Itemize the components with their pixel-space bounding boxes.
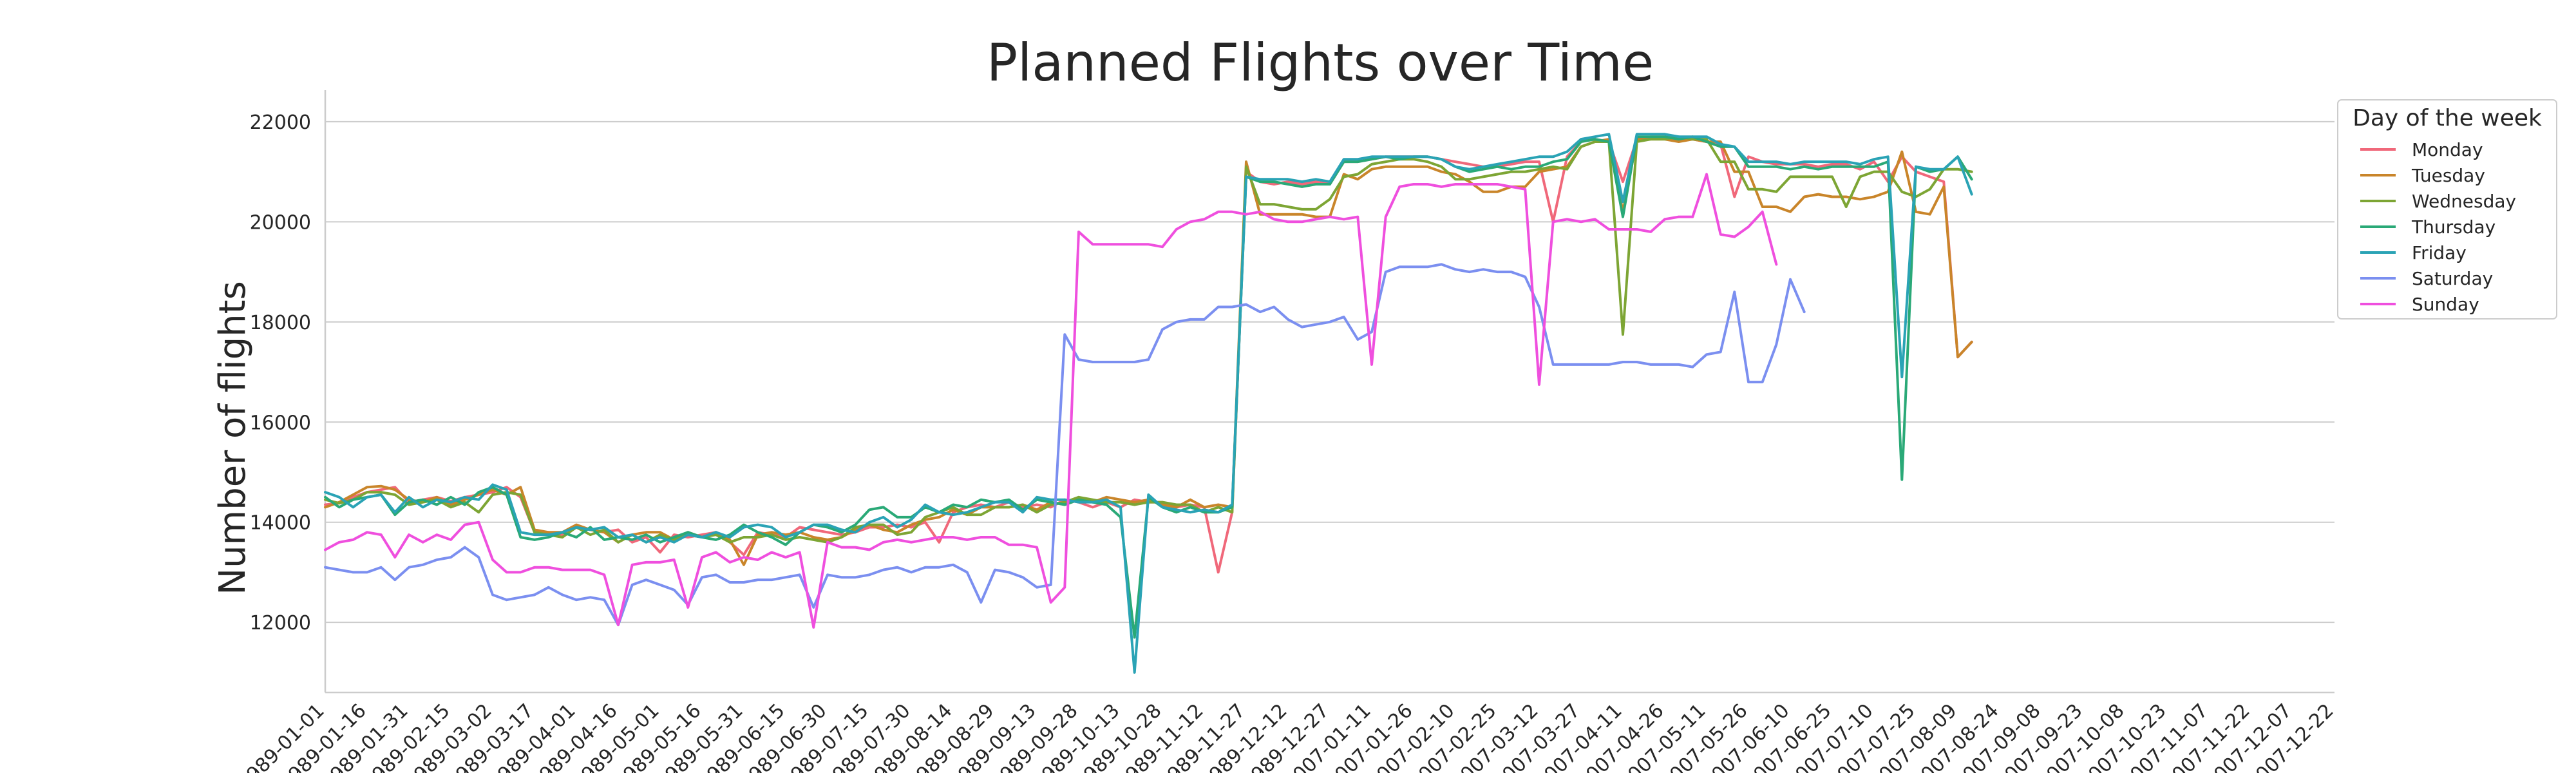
- legend-label-monday: Monday: [2412, 139, 2483, 160]
- legend-label-wednesday: Wednesday: [2412, 191, 2516, 212]
- legend-title: Day of the week: [2353, 105, 2542, 131]
- legend-label-thursday: Thursday: [2411, 216, 2496, 238]
- y-tick-labels: 12000 14000 16000 18000 20000 22000: [250, 111, 311, 635]
- chart-title: Planned Flights over Time: [987, 33, 1654, 93]
- gridlines: [325, 120, 2334, 624]
- y-tick-label: 12000: [250, 612, 311, 635]
- legend-label-tuesday: Tuesday: [2411, 165, 2485, 186]
- series-line-friday: [324, 133, 1973, 674]
- legend-frame: [2337, 99, 2557, 320]
- y-tick-label: 16000: [250, 412, 311, 434]
- y-tick-label: 18000: [250, 312, 311, 334]
- legend-label-saturday: Saturday: [2412, 268, 2493, 289]
- series-line-sunday: [324, 173, 1778, 629]
- axes: [324, 90, 2334, 694]
- legend-label-friday: Friday: [2412, 242, 2467, 263]
- series-line-thursday: [324, 135, 1973, 639]
- x-tick-labels: 1989-01-011989-01-161989-01-311989-02-15…: [234, 700, 2338, 773]
- y-tick-label: 14000: [250, 512, 311, 535]
- legend: Day of the week Monday Tuesday Wednesday Th…: [2337, 99, 2557, 320]
- series-line-saturday: [324, 263, 1806, 627]
- y-axis-label: Number of flights: [212, 281, 254, 595]
- y-tick-label: 20000: [250, 211, 311, 234]
- series-lines: [324, 133, 1973, 674]
- y-tick-label: 22000: [250, 111, 311, 134]
- legend-label-sunday: Sunday: [2412, 294, 2479, 315]
